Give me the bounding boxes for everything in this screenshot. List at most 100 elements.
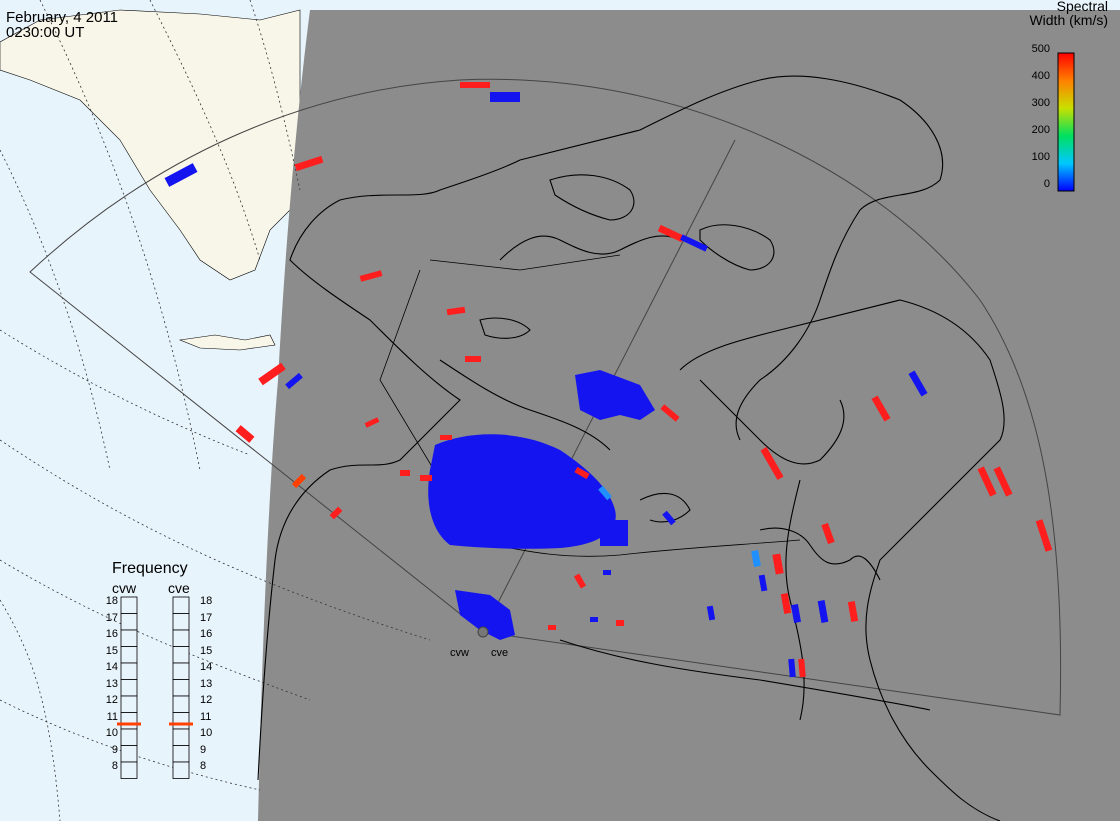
frequency-label-left: 13: [105, 677, 118, 690]
scatter-bar: [465, 356, 481, 362]
frequency-cell: [120, 745, 138, 763]
scatter-bar: [977, 466, 997, 497]
frequency-cell: [172, 596, 190, 614]
frequency-label-right: 13: [200, 677, 213, 690]
scatter-bar: [798, 658, 806, 678]
scatter-bar: [616, 620, 624, 626]
frequency-label-left: 14: [105, 661, 118, 673]
scatter-bar: [598, 485, 612, 501]
colorbar: [1057, 52, 1075, 192]
radar-site-marker: [477, 626, 489, 638]
colorbar-tick: 300: [1031, 97, 1050, 109]
backscatter-data: [428, 370, 655, 640]
frequency-cell: [172, 629, 190, 647]
scatter-bar: [364, 417, 380, 428]
coastlines: [257, 75, 1005, 821]
frequency-cell: [120, 629, 138, 647]
scatter-bar: [660, 404, 680, 422]
scatter-bar: [235, 425, 255, 443]
scatter-bar: [258, 362, 286, 386]
frequency-label-right: 11: [200, 710, 212, 723]
frequency-cell: [120, 613, 138, 631]
scatter-bar: [164, 163, 198, 187]
frequency-cell: [120, 662, 138, 680]
scatter-bar: [573, 573, 587, 589]
frequency-cell: [172, 695, 190, 713]
colorbar-tick: 200: [1031, 124, 1050, 136]
frequency-label-right: 10: [200, 727, 213, 739]
scatter-bar: [847, 601, 859, 622]
scatter-bar: [657, 224, 685, 243]
scatter-bar: [908, 370, 928, 397]
frequency-radar-cve: cve: [168, 580, 190, 596]
scatter-bar: [359, 270, 383, 282]
frequency-label-right: 12: [200, 694, 213, 706]
scatter-cell: [600, 520, 628, 546]
alaska-land: [0, 9, 301, 281]
colorbar-tick: 400: [1031, 70, 1050, 82]
frequency-label-left: 16: [105, 628, 118, 640]
scatter-bar: [790, 604, 802, 623]
frequency-label-right: 15: [200, 644, 213, 657]
scatter-bar: [294, 155, 324, 172]
frequency-cell: [172, 662, 190, 680]
frequency-cell: [120, 646, 138, 664]
frequency-label-right: 14: [200, 661, 213, 673]
scatter-bar: [821, 522, 835, 545]
frequency-cell: [120, 712, 138, 730]
scatter-bar: [590, 617, 598, 622]
scatter-bar: [772, 553, 784, 575]
frequency-radar-cvw: cvw: [112, 580, 137, 596]
scatter-bar: [400, 470, 410, 476]
scatter-bar: [291, 473, 307, 489]
frequency-cell: [172, 745, 190, 763]
frequency-cell: [172, 761, 190, 779]
frequency-label-right: 8: [200, 760, 207, 772]
date-label: February, 4 2011: [6, 9, 119, 26]
colorbar-tick: 0: [1043, 178, 1050, 190]
colorbar-tick: 500: [1031, 43, 1050, 55]
scatter-bar: [460, 82, 490, 88]
night-side: [258, 10, 1120, 821]
scatter-bar: [574, 466, 590, 480]
frequency-label-right: 18: [200, 595, 213, 607]
alaska-peninsula: [178, 334, 276, 351]
scatter-bar: [993, 466, 1013, 497]
colorbar-title-line1: Spectral: [1056, 0, 1108, 14]
scatter-bar: [780, 593, 792, 614]
frequency-label-left: 12: [105, 694, 118, 706]
scatter-bar: [490, 92, 520, 102]
frequency-title: Frequency: [112, 560, 188, 577]
radar-label-cvw: cvw: [450, 647, 469, 659]
scatter-bar: [817, 600, 829, 623]
scatter-bar: [440, 435, 452, 440]
scatter-blob-radar: [455, 590, 515, 640]
colorbar-tick: 100: [1031, 151, 1050, 163]
scatter-bar: [871, 395, 891, 422]
time-label: 0230:00 UT: [6, 24, 85, 41]
scatter-blob-north: [575, 370, 655, 420]
frequency-cell: [120, 761, 138, 779]
frequency-label-left: 10: [105, 727, 118, 739]
scatter-bar: [662, 510, 676, 526]
frequency-cell: [172, 646, 190, 664]
scatter-bar: [329, 506, 343, 520]
scatter-bar: [760, 447, 784, 480]
frequency-label-right: 16: [200, 628, 213, 640]
frequency-cell: [120, 728, 138, 746]
colorbar-title: Spectral Width (km/s): [1029, 0, 1108, 27]
frequency-label-left: 9: [111, 743, 118, 756]
scatter-bar: [548, 625, 556, 630]
scatter-bar: [751, 550, 761, 567]
frequency-label-right: 17: [200, 611, 213, 624]
frequency-label-left: 17: [105, 611, 118, 624]
scatter-bar: [758, 574, 768, 592]
scatter-bar: [420, 475, 432, 481]
frequency-scales: [117, 596, 193, 779]
frequency-cell: [172, 728, 190, 746]
frequency-cell: [120, 695, 138, 713]
scatter-bars: [164, 82, 1053, 678]
scatter-bar: [788, 658, 796, 678]
frequency-label-right: 9: [200, 743, 207, 756]
